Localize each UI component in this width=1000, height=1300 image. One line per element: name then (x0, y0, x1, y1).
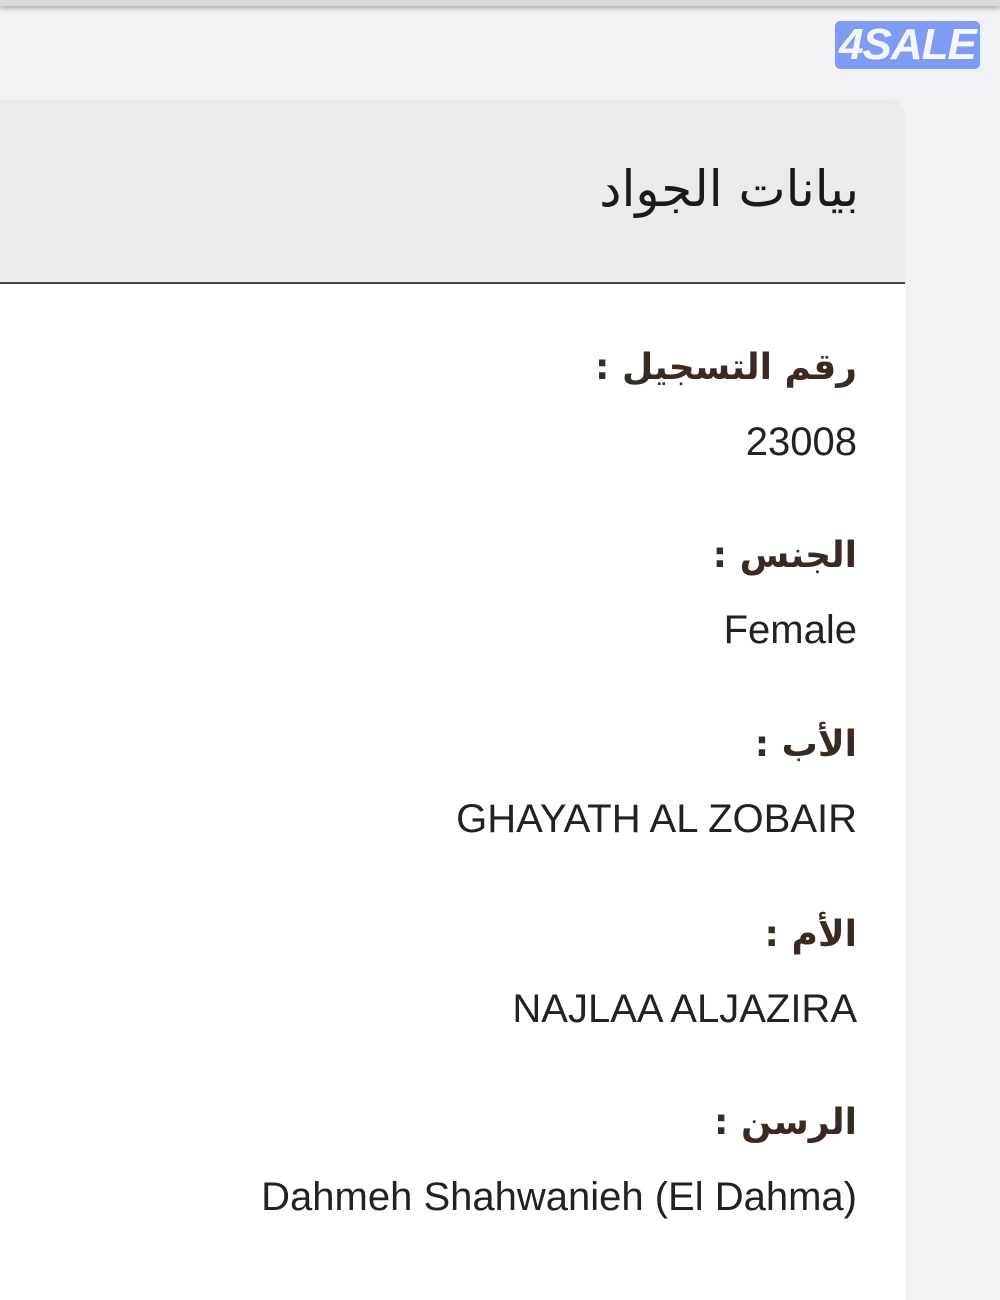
field-registration-number: رقم التسجيل : 23008 (595, 343, 857, 465)
field-label: الجنس : (712, 535, 857, 576)
field-value: NAJLAA ALJAZIRA (512, 987, 857, 1031)
field-value: GHAYATH AL ZOBAIR (456, 797, 857, 841)
field-value: 23008 (745, 420, 857, 464)
field-value: Dahmeh Shahwanieh (El Dahma) (261, 1175, 857, 1219)
field-sire: الأب : GHAYATH AL ZOBAIR (456, 720, 857, 842)
field-label: رقم التسجيل : (595, 347, 857, 388)
brand-logo: 4SALE (835, 21, 980, 69)
field-strain: الرسن : Dahmeh Shahwanieh (El Dahma) (261, 1098, 857, 1220)
card-header: بيانات الجواد (0, 100, 905, 284)
field-dam: الأم : NAJLAA ALJAZIRA (512, 910, 857, 1032)
field-gender: الجنس : Female (713, 531, 857, 653)
field-label: الرسن : (714, 1102, 857, 1143)
top-bar (0, 0, 1000, 6)
card-title: بيانات الجواد (599, 160, 859, 218)
field-label: الأم : (764, 914, 857, 955)
field-value: Female (723, 608, 857, 652)
field-label: الأب : (754, 724, 857, 765)
horse-details-card: بيانات الجواد رقم التسجيل : 23008 الجنس … (0, 100, 905, 1300)
